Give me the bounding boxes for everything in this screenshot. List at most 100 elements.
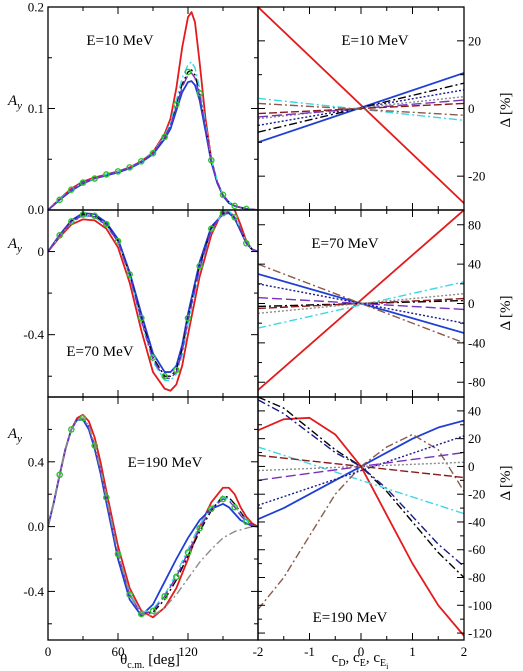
series-line-3 bbox=[258, 89, 464, 127]
energy-annotation: E=190 MeV bbox=[128, 455, 203, 471]
data-point bbox=[79, 414, 87, 422]
series-group bbox=[258, 397, 464, 637]
y-tick-label: -20 bbox=[468, 169, 485, 184]
y-tick-label: 0 bbox=[468, 101, 475, 116]
data-point bbox=[196, 524, 203, 532]
data-point bbox=[114, 550, 122, 558]
data-point bbox=[126, 591, 133, 598]
series-line-0 bbox=[258, 210, 464, 391]
series-line-4 bbox=[258, 95, 464, 120]
y-tick-label: -40 bbox=[468, 514, 485, 529]
data-point bbox=[161, 372, 168, 380]
panel-ay190: 0 60 120 -0.4 0.0 0.4 E=190 MeV bbox=[23, 396, 259, 659]
energy-annotation: E=70 MeV bbox=[66, 344, 133, 360]
y-tick-label: 0 bbox=[468, 296, 475, 311]
x-tick-label: 0 bbox=[358, 644, 365, 659]
x-tick-label: 1 bbox=[409, 644, 416, 659]
y-tick-label: -120 bbox=[468, 626, 492, 641]
data-point bbox=[126, 164, 133, 171]
x-tick-label: 120 bbox=[178, 644, 198, 659]
y-tick-label: 80 bbox=[468, 217, 481, 232]
data-point bbox=[196, 89, 203, 97]
energy-annotation: E=10 MeV bbox=[86, 33, 153, 49]
data-point bbox=[91, 442, 98, 449]
data-point bbox=[91, 212, 98, 220]
data-point bbox=[231, 202, 238, 210]
x-tick-label: 0 bbox=[45, 644, 52, 659]
y-tick-label: 40 bbox=[468, 257, 481, 272]
data-point bbox=[68, 218, 75, 225]
series-line-2 bbox=[258, 82, 464, 133]
data-point bbox=[219, 495, 227, 503]
data-point bbox=[173, 366, 180, 374]
y-tick-label: 0.4 bbox=[28, 454, 45, 469]
y-tick-label: -40 bbox=[468, 335, 485, 350]
series-line-3 bbox=[258, 281, 464, 329]
data-point bbox=[208, 156, 215, 164]
series-line-2 bbox=[258, 263, 464, 344]
data-point bbox=[184, 314, 192, 322]
data-point bbox=[126, 271, 133, 278]
y-tick-label: 0.2 bbox=[28, 0, 44, 15]
series-line-0 bbox=[48, 210, 258, 392]
data-point bbox=[138, 157, 145, 165]
data-point bbox=[56, 471, 63, 479]
series-group bbox=[258, 210, 464, 391]
x-label-left: θc.m. [deg] bbox=[120, 652, 180, 671]
series-line-8 bbox=[258, 454, 464, 479]
data-point bbox=[79, 179, 87, 186]
data-point bbox=[208, 505, 215, 513]
series-line-5 bbox=[48, 417, 258, 617]
y-tick-label: 20 bbox=[468, 33, 481, 48]
data-point bbox=[103, 171, 110, 178]
series-line-8 bbox=[258, 102, 464, 116]
data-point bbox=[231, 213, 238, 221]
y-tick-label: -80 bbox=[468, 375, 485, 390]
y-tick-label: -0.4 bbox=[23, 327, 44, 342]
x-tick-label: -1 bbox=[304, 644, 315, 659]
data-point bbox=[114, 237, 122, 245]
data-point bbox=[103, 494, 110, 501]
series-group bbox=[48, 210, 258, 392]
data-point bbox=[173, 573, 180, 581]
data-point bbox=[138, 314, 145, 322]
data-point bbox=[138, 610, 145, 618]
data-point bbox=[114, 168, 122, 175]
data-point bbox=[243, 518, 250, 526]
y-tick-label: 0.0 bbox=[28, 519, 44, 534]
ay-label-middle: Ay bbox=[7, 236, 22, 255]
delta-label-top: Δ [%] bbox=[498, 92, 514, 127]
y-tick-label: -100 bbox=[468, 598, 492, 613]
data-point bbox=[196, 262, 203, 270]
data-point bbox=[103, 220, 110, 228]
y-tick-label: 40 bbox=[468, 403, 481, 418]
series-line-7 bbox=[258, 297, 464, 310]
data-point bbox=[208, 225, 215, 232]
data-point bbox=[149, 354, 157, 361]
data-point bbox=[68, 426, 75, 433]
y-tick-label: 20 bbox=[468, 431, 481, 446]
y-tick-label: 0 bbox=[38, 244, 45, 259]
data-point bbox=[149, 607, 157, 615]
data-point bbox=[149, 149, 157, 157]
energy-annotation: E=10 MeV bbox=[341, 33, 408, 49]
series-line-8 bbox=[258, 292, 464, 315]
data-point bbox=[231, 503, 238, 511]
ay-label-bottom: Ay bbox=[7, 426, 22, 445]
y-tick-label: 0 bbox=[468, 459, 475, 474]
series-line-4 bbox=[258, 446, 464, 515]
x-label-right: cD, cE, cEi bbox=[332, 650, 389, 671]
y-tick-label: -60 bbox=[468, 542, 485, 557]
energy-annotation: E=70 MeV bbox=[311, 236, 378, 252]
series-line-0 bbox=[258, 7, 464, 204]
energy-annotation: E=190 MeV bbox=[313, 610, 388, 626]
series-group bbox=[258, 7, 464, 204]
y-tick-label: -80 bbox=[468, 570, 485, 585]
panel-d190: -2 -1 0 1 2-120 -100 -80 -60 -40 -20 0 20 40 E=190 Me… bbox=[253, 396, 492, 659]
data-point bbox=[219, 191, 227, 199]
data-point bbox=[184, 68, 192, 76]
data-point bbox=[184, 549, 192, 556]
y-tick-label: -20 bbox=[468, 487, 485, 502]
delta-label-middle: Δ [%] bbox=[498, 295, 514, 330]
